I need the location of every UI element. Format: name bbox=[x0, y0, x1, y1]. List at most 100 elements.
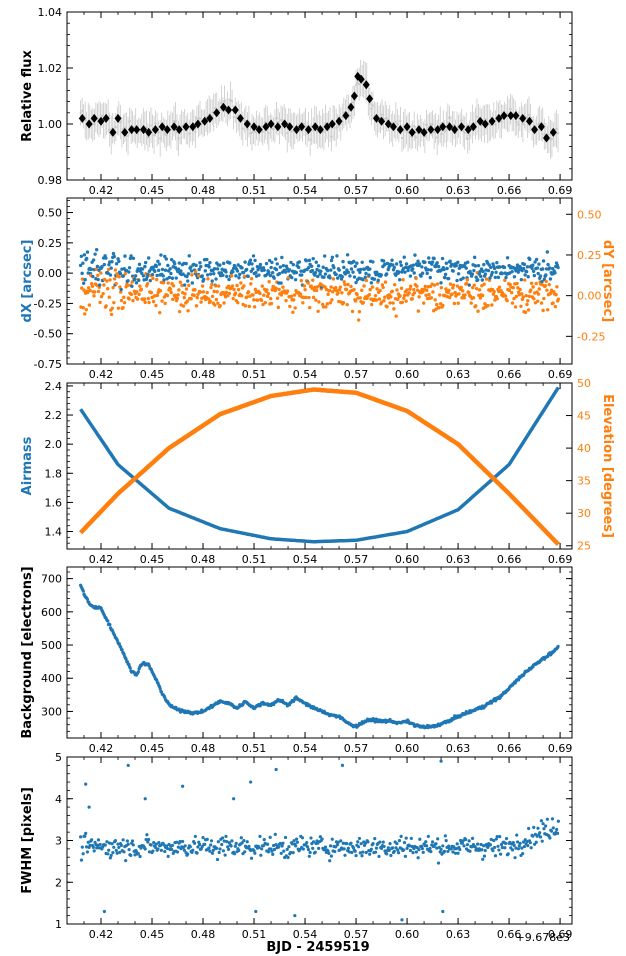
dy-point bbox=[212, 289, 216, 294]
unbinned-point bbox=[348, 114, 352, 117]
binned-point bbox=[488, 116, 496, 126]
fwhm-point bbox=[229, 844, 233, 848]
x-tick-label: 0.51 bbox=[242, 184, 267, 197]
binned-point bbox=[457, 122, 465, 132]
binned-point bbox=[128, 125, 136, 135]
binned-point bbox=[170, 122, 178, 132]
dy-point bbox=[490, 303, 494, 307]
dy-point bbox=[308, 305, 312, 310]
plot-frame bbox=[66, 566, 573, 739]
dy-point bbox=[327, 288, 332, 293]
fwhm-point bbox=[347, 850, 351, 854]
dy-point bbox=[404, 299, 408, 303]
dy-point bbox=[239, 281, 243, 285]
dx-point bbox=[267, 258, 272, 263]
dx-point bbox=[189, 265, 193, 269]
fwhm-point bbox=[252, 849, 256, 853]
dy-point bbox=[274, 286, 278, 290]
fwhm-point bbox=[465, 843, 470, 847]
fwhm-point bbox=[382, 844, 386, 849]
dx-point bbox=[476, 263, 481, 268]
dy-point bbox=[187, 283, 191, 288]
dy-point bbox=[492, 289, 496, 294]
fwhm-point bbox=[277, 845, 281, 849]
y-tick-label: 400 bbox=[41, 672, 62, 685]
dy-point bbox=[451, 283, 456, 287]
dy-point bbox=[177, 288, 181, 292]
x-tick-label: 0.69 bbox=[548, 553, 573, 566]
dy-point bbox=[93, 290, 97, 294]
binned-point bbox=[145, 127, 153, 137]
dy-point bbox=[414, 276, 418, 281]
airmass-panel: 0.42 0.45 0.48 0.51 0.54 0.57 0.60 0.63 0.66 0.69… bbox=[20, 377, 615, 566]
dx-point bbox=[254, 270, 258, 275]
fwhm-point bbox=[544, 824, 548, 828]
fwhm-point bbox=[521, 852, 525, 856]
dy-point bbox=[555, 285, 559, 289]
dy-point bbox=[383, 295, 387, 299]
dy-point bbox=[337, 288, 342, 292]
fwhm-point bbox=[109, 853, 113, 858]
dy-point bbox=[400, 300, 405, 305]
dx-point bbox=[203, 269, 208, 273]
binned-point bbox=[293, 125, 301, 135]
fwhm-point bbox=[521, 840, 526, 844]
binned-point bbox=[362, 80, 370, 90]
fwhm-point bbox=[222, 839, 226, 843]
fwhm-point bbox=[403, 854, 407, 858]
unbinned-point bbox=[538, 122, 541, 125]
fwhm-point bbox=[95, 846, 99, 850]
fwhm-point bbox=[124, 858, 128, 863]
fwhm-point bbox=[451, 850, 455, 854]
dx-point bbox=[455, 278, 459, 283]
dy-point bbox=[178, 280, 183, 284]
dx-point bbox=[494, 270, 498, 274]
y-tick-label: 3 bbox=[55, 835, 62, 848]
y-tick-label: 0.50 bbox=[38, 207, 63, 220]
dx-point bbox=[208, 260, 212, 265]
dx-point bbox=[143, 260, 148, 265]
dy-point bbox=[402, 296, 406, 300]
dx-point bbox=[235, 269, 240, 273]
fwhm-point bbox=[116, 842, 120, 846]
fwhm-point bbox=[329, 854, 334, 858]
fwhm-point bbox=[345, 841, 349, 846]
dy-point bbox=[226, 284, 231, 288]
dx-point bbox=[446, 276, 451, 281]
dx-point bbox=[548, 277, 553, 281]
fwhm-point bbox=[209, 843, 213, 847]
dy-point bbox=[545, 308, 550, 312]
dy-point bbox=[213, 303, 217, 307]
dx-point bbox=[364, 271, 368, 276]
dy-point bbox=[364, 278, 369, 283]
dy-point bbox=[84, 307, 88, 312]
fwhm-point bbox=[529, 846, 533, 850]
binned-point bbox=[396, 125, 404, 135]
dy-point bbox=[448, 282, 453, 286]
dx-point bbox=[314, 260, 318, 264]
dx-point bbox=[546, 262, 550, 267]
fwhm-point bbox=[411, 850, 415, 855]
dy-point bbox=[450, 292, 454, 296]
fwhm-point bbox=[237, 848, 241, 853]
dx-point bbox=[442, 267, 446, 272]
binned-point bbox=[378, 116, 386, 126]
unbinned-point bbox=[515, 120, 518, 124]
dy-point bbox=[208, 299, 212, 304]
dy-point bbox=[99, 271, 103, 275]
dx-point bbox=[368, 267, 372, 271]
dx-point bbox=[352, 259, 356, 264]
fwhm-point bbox=[449, 847, 453, 851]
dx-point bbox=[466, 260, 470, 264]
fwhm-point bbox=[136, 852, 141, 856]
dx-point bbox=[545, 250, 550, 254]
dx-point bbox=[109, 266, 113, 270]
dy-point bbox=[350, 309, 355, 314]
dx-point bbox=[294, 270, 299, 275]
binned-point bbox=[434, 125, 442, 135]
dx-point bbox=[296, 265, 301, 270]
dx-point bbox=[488, 276, 492, 280]
fwhm-point bbox=[305, 840, 309, 845]
dx-point bbox=[406, 268, 410, 273]
dx-point bbox=[81, 281, 86, 285]
